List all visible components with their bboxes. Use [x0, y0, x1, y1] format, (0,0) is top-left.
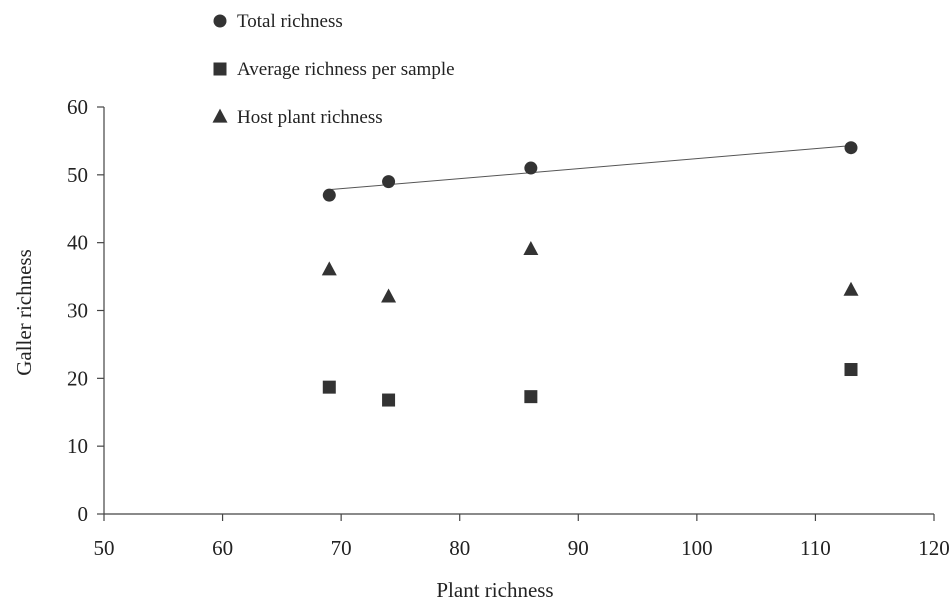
data-point-circle — [844, 141, 858, 155]
legend-label: Average richness per sample — [237, 59, 455, 80]
legend-label: Total richness — [237, 11, 343, 32]
x-tick-label: 120 — [918, 536, 950, 560]
data-point-triangle — [381, 288, 397, 303]
x-tick-label: 70 — [331, 536, 352, 560]
x-tick-label: 100 — [681, 536, 713, 560]
x-tick-label: 110 — [800, 536, 831, 560]
y-tick-label: 40 — [67, 231, 88, 255]
x-axis-ticks: 50 60 70 80 90 100 110 120 — [94, 514, 950, 560]
data-point-square — [844, 363, 858, 377]
y-tick-label: 30 — [67, 299, 88, 323]
data-point-circle — [322, 188, 336, 202]
data-point-triangle — [843, 281, 859, 296]
x-tick-label: 80 — [449, 536, 470, 560]
data-point-circle — [524, 161, 538, 175]
trendlines — [329, 145, 852, 191]
legend-marker-triangle — [212, 108, 228, 123]
y-tick-label: 60 — [67, 95, 88, 119]
data-point-triangle — [523, 241, 539, 256]
data-point-triangle — [321, 261, 337, 276]
legend-marker-square — [213, 62, 227, 76]
data-point-square — [322, 380, 336, 394]
y-tick-label: 0 — [78, 502, 89, 526]
data-point-square — [524, 390, 538, 404]
x-tick-label: 50 — [94, 536, 115, 560]
legend-marker-circle — [213, 14, 227, 28]
y-tick-label: 50 — [67, 163, 88, 187]
x-axis-title: Plant richness — [436, 578, 553, 602]
y-axis-ticks: 0 10 20 30 40 50 60 — [67, 95, 104, 526]
data-point-square — [382, 393, 396, 407]
legend-label: Host plant richness — [237, 107, 383, 128]
trendline — [329, 145, 852, 191]
x-tick-label: 90 — [568, 536, 589, 560]
y-axis-title: Galler richness — [12, 249, 36, 376]
legend: Total richness Average richness per sampl… — [212, 11, 455, 128]
data-points — [321, 141, 859, 407]
y-tick-label: 20 — [67, 366, 88, 390]
y-tick-label: 10 — [67, 434, 88, 458]
x-tick-label: 60 — [212, 536, 233, 560]
data-point-circle — [382, 175, 396, 189]
axes: 0 10 20 30 40 50 60 50 60 70 80 90 100 110 120 — [67, 95, 950, 560]
